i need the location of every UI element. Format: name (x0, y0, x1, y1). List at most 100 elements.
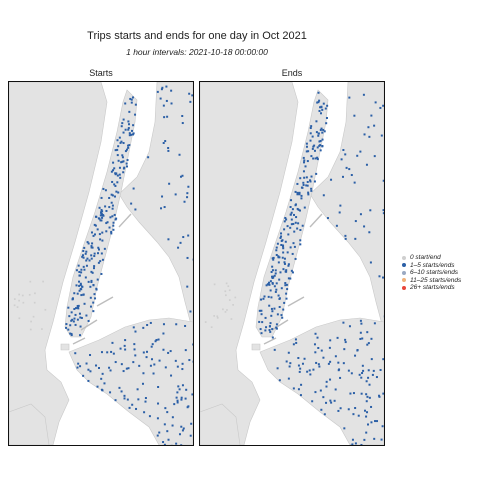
station-marker (93, 265, 96, 268)
station-marker (348, 168, 351, 171)
station-marker (82, 249, 85, 252)
station-marker (271, 328, 274, 331)
station-marker (271, 310, 274, 313)
station-marker (92, 284, 95, 287)
station-marker (365, 380, 368, 383)
legend-label-4: 26+ starts/ends (410, 284, 455, 292)
station-marker (185, 388, 188, 391)
station-marker (321, 138, 324, 141)
station-marker (368, 135, 371, 138)
station-marker (271, 269, 274, 272)
station-marker (114, 149, 117, 152)
station-marker (174, 359, 177, 362)
station-marker (360, 376, 363, 379)
station-marker (71, 298, 74, 301)
legend-item-0: 0 start/end (402, 254, 461, 262)
station-marker (276, 242, 279, 245)
station-marker (113, 183, 116, 186)
ends-map (200, 82, 384, 445)
station-marker (70, 319, 73, 322)
station-marker (128, 110, 131, 113)
station-marker (121, 156, 124, 159)
station-marker (298, 209, 301, 212)
station-marker (110, 201, 113, 204)
station-marker (113, 195, 116, 198)
station-marker (296, 191, 299, 194)
station-marker (134, 208, 137, 211)
station-marker (278, 297, 281, 300)
legend-item-4: 26+ starts/ends (402, 284, 461, 292)
station-marker (371, 373, 374, 376)
station-marker (280, 235, 283, 238)
station-marker (133, 343, 136, 346)
station-marker (73, 292, 76, 295)
station-marker (134, 113, 137, 116)
station-marker (318, 144, 321, 147)
station-marker (373, 322, 376, 325)
station-marker (90, 231, 93, 234)
station-marker (292, 213, 295, 216)
station-marker (127, 123, 130, 126)
station-marker (110, 230, 113, 233)
station-marker (94, 215, 97, 218)
empty-station (204, 321, 207, 323)
station-marker (376, 420, 379, 423)
station-marker (152, 372, 155, 375)
station-marker (303, 206, 306, 209)
station-marker (167, 149, 170, 152)
empty-station (213, 283, 216, 286)
station-marker (86, 241, 89, 244)
station-marker (118, 173, 121, 176)
station-marker (98, 206, 101, 209)
station-marker (265, 326, 268, 329)
station-marker (119, 141, 122, 144)
station-marker (82, 293, 85, 296)
station-marker (176, 401, 179, 404)
station-marker (292, 222, 295, 225)
station-marker (120, 161, 123, 164)
station-marker (112, 228, 115, 231)
station-marker (120, 363, 123, 366)
station-marker (302, 181, 305, 184)
station-marker (269, 280, 272, 283)
station-marker (367, 369, 370, 372)
station-marker (283, 228, 286, 231)
station-marker (365, 393, 368, 396)
station-marker (290, 269, 293, 272)
station-marker (82, 374, 85, 377)
station-marker (319, 112, 322, 115)
station-marker (130, 101, 133, 104)
station-marker (259, 328, 262, 331)
station-marker (120, 140, 123, 143)
station-marker (311, 147, 314, 150)
station-marker (96, 278, 99, 281)
ends-map-panel (199, 81, 385, 446)
station-marker (276, 367, 279, 370)
station-marker (267, 283, 270, 286)
station-marker (70, 311, 73, 314)
station-marker (116, 181, 119, 184)
station-marker (273, 348, 276, 351)
station-marker (117, 145, 120, 148)
empty-station (232, 303, 234, 306)
station-marker (112, 352, 115, 355)
station-marker (109, 369, 112, 372)
station-marker (67, 328, 70, 331)
station-marker (354, 220, 357, 223)
station-marker (274, 269, 277, 272)
station-marker (161, 195, 164, 198)
station-marker (358, 373, 361, 376)
station-marker (309, 180, 312, 183)
station-marker (87, 319, 90, 322)
station-marker (299, 239, 302, 242)
station-marker (112, 169, 115, 172)
station-marker (342, 362, 345, 365)
bridge-2 (287, 296, 305, 307)
station-marker (291, 252, 294, 255)
station-marker (180, 444, 183, 445)
empty-station (21, 294, 24, 297)
station-marker (315, 172, 318, 175)
station-marker (76, 306, 79, 309)
station-marker (329, 360, 332, 363)
station-marker (300, 186, 303, 189)
